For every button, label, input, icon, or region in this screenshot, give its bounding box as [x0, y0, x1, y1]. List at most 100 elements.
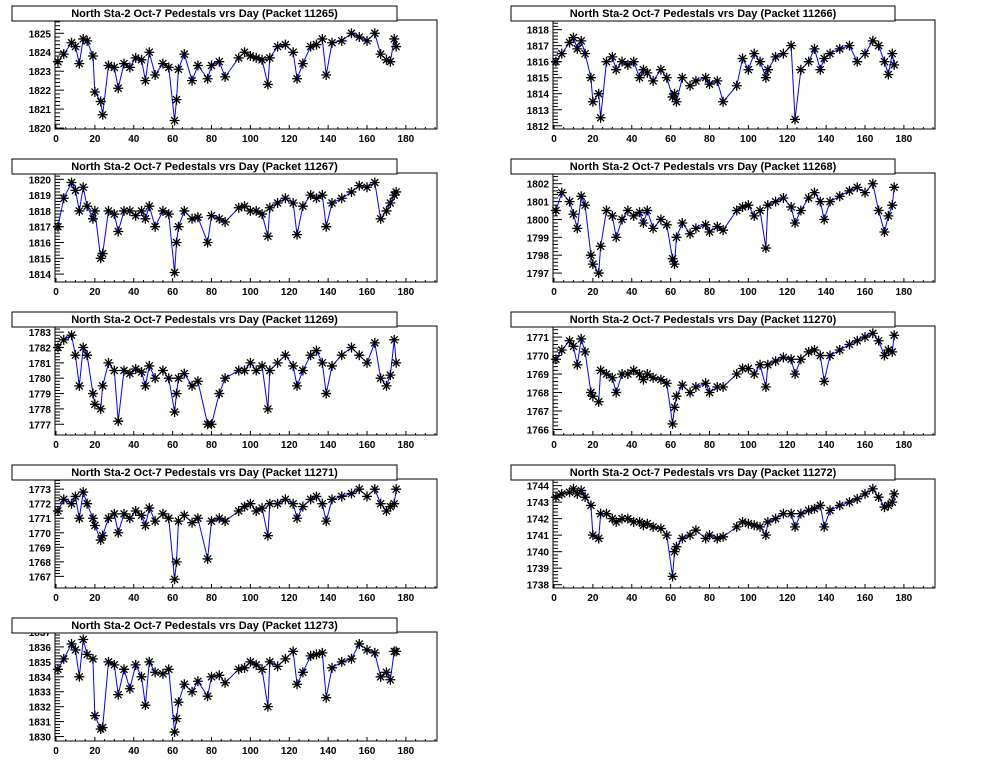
data-point-marker — [576, 333, 587, 344]
y-tick-label: 1771 — [527, 333, 550, 344]
data-point-marker — [66, 638, 77, 649]
data-point-marker — [760, 381, 771, 392]
x-tick-label: 100 — [242, 593, 259, 604]
data-point-marker — [336, 35, 347, 46]
data-point-marker — [272, 498, 283, 509]
data-point-marker — [677, 218, 688, 229]
data-point-marker — [819, 53, 830, 64]
data-point-marker — [317, 33, 328, 44]
y-tick-label: 1832 — [29, 703, 52, 714]
data-point-marker — [245, 357, 256, 368]
data-point-marker — [825, 48, 836, 59]
data-point-marker — [743, 64, 754, 75]
data-point-marker — [595, 241, 606, 252]
data-point-marker — [262, 701, 273, 712]
y-tick-label: 1823 — [29, 67, 52, 78]
data-point-marker — [369, 484, 380, 495]
y-tick-label: 1814 — [29, 270, 52, 281]
data-point-marker — [206, 671, 217, 682]
data-point-marker — [97, 248, 108, 259]
data-point-marker — [815, 500, 826, 511]
data-point-marker — [78, 342, 89, 353]
x-tick-label: 60 — [665, 440, 677, 451]
data-point-marker — [311, 39, 322, 50]
data-point-marker — [311, 193, 322, 204]
data-point-marker — [214, 56, 225, 67]
data-point-marker — [867, 328, 878, 339]
data-point-marker — [669, 402, 680, 413]
data-point-marker — [109, 62, 120, 73]
plot-frame — [54, 19, 438, 130]
data-point-marker — [803, 56, 814, 67]
data-point-marker — [66, 37, 77, 48]
data-point-marker — [206, 210, 217, 221]
y-tick-label: 1781 — [29, 359, 52, 370]
data-point-marker — [389, 190, 400, 201]
data-point-marker — [257, 54, 268, 65]
data-point-marker — [233, 505, 244, 516]
data-point-marker — [556, 345, 567, 356]
data-point-marker — [786, 508, 797, 519]
data-point-marker — [867, 483, 878, 494]
x-tick-label: 20 — [89, 134, 101, 145]
x-tick-label: 160 — [857, 440, 874, 451]
data-point-marker — [844, 185, 855, 196]
data-point-marker — [362, 357, 373, 368]
data-point-marker — [607, 513, 618, 524]
data-point-marker — [192, 513, 203, 524]
y-tick-label: 1767 — [527, 407, 550, 418]
x-tick-label: 20 — [89, 440, 101, 451]
chart-panel: 1777 1778 1779 1780 1781 1782 1783 0 20 40 60 80 100… — [11, 311, 438, 451]
data-point-marker — [89, 520, 100, 531]
data-point-marker — [795, 64, 806, 75]
title-box — [11, 158, 398, 175]
x-tick-label: 20 — [89, 287, 101, 298]
data-point-marker — [809, 43, 820, 54]
data-point-marker — [667, 418, 678, 429]
data-point-marker — [140, 213, 151, 224]
data-point-marker — [819, 214, 830, 225]
data-point-marker — [103, 357, 114, 368]
plot-frame — [552, 478, 936, 589]
data-point-marker — [251, 505, 262, 516]
data-point-marker — [677, 72, 688, 83]
data-point-marker — [264, 365, 275, 376]
data-point-marker — [305, 650, 316, 661]
data-point-marker — [113, 83, 124, 94]
data-point-marker — [844, 497, 855, 508]
data-point-marker — [803, 193, 814, 204]
data-point-marker — [819, 521, 830, 532]
chart-panel: 1766 1767 1768 1769 1770 1771 0 20 40 60 80 100 120 1… — [510, 311, 936, 451]
data-point-marker — [375, 498, 386, 509]
data-point-marker — [661, 72, 672, 83]
data-point-marker — [305, 494, 316, 505]
data-point-marker — [354, 350, 365, 361]
y-tick-label: 1800 — [527, 215, 550, 226]
y-tick-label: 1773 — [29, 485, 52, 496]
data-point-marker — [95, 253, 106, 264]
data-point-marker — [712, 75, 723, 86]
title-box — [510, 158, 896, 175]
data-point-marker — [362, 491, 373, 502]
title-box — [11, 464, 398, 481]
data-point-marker — [288, 198, 299, 209]
data-point-marker — [677, 380, 688, 391]
data-point-marker — [130, 363, 141, 374]
data-point-marker — [113, 416, 124, 427]
y-tick-label: 1778 — [29, 405, 52, 416]
data-point-marker — [103, 656, 114, 667]
data-point-marker — [206, 516, 217, 527]
data-point-marker — [834, 345, 845, 356]
data-point-marker — [389, 498, 400, 509]
data-point-marker — [144, 360, 155, 371]
y-tick-label: 1816 — [527, 58, 550, 69]
data-point-marker — [762, 200, 773, 211]
data-point-marker — [642, 67, 653, 78]
data-point-marker — [311, 491, 322, 502]
data-point-marker — [737, 516, 748, 527]
y-tick-label: 1818 — [29, 207, 52, 218]
data-point-marker — [778, 508, 789, 519]
data-point-marker — [321, 388, 332, 399]
x-tick-label: 180 — [398, 440, 415, 451]
